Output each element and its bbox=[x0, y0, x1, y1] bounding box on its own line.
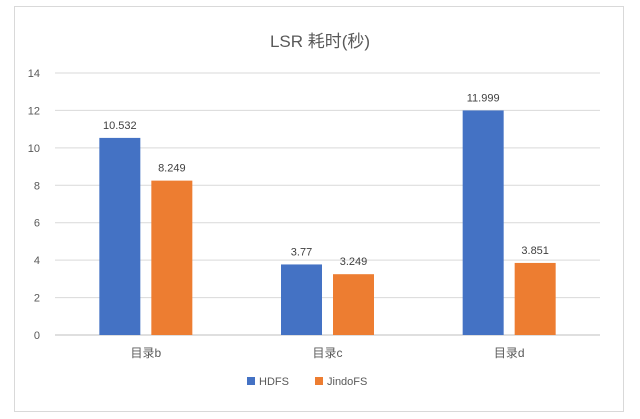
x-tick-label: 目录b bbox=[130, 346, 161, 360]
data-label: 11.999 bbox=[467, 92, 500, 104]
data-label: 3.77 bbox=[291, 246, 312, 258]
legend-label: JindoFS bbox=[327, 376, 367, 388]
bar-jindofs-2 bbox=[333, 274, 374, 335]
y-axis-tick-labels: 0 2 4 6 8 10 12 14 bbox=[28, 68, 40, 342]
bar-jindofs-1 bbox=[151, 181, 192, 335]
data-label: 3.249 bbox=[340, 256, 368, 268]
bar-hdfs-1 bbox=[99, 138, 140, 335]
legend: HDFS JindoFS bbox=[247, 376, 367, 388]
y-tick-label: 2 bbox=[34, 293, 40, 305]
y-tick-label: 0 bbox=[34, 330, 40, 342]
x-axis-tick-labels: 目录b 目录c 目录d bbox=[130, 346, 524, 360]
y-tick-label: 14 bbox=[28, 68, 40, 80]
x-tick-label: 目录c bbox=[312, 346, 342, 360]
data-label: 3.851 bbox=[521, 245, 549, 257]
data-label: 10.532 bbox=[103, 120, 137, 132]
y-tick-label: 4 bbox=[34, 255, 40, 267]
y-tick-label: 12 bbox=[28, 105, 40, 117]
bar-hdfs-2 bbox=[281, 264, 322, 335]
bar-hdfs-3 bbox=[463, 110, 504, 335]
x-tick-label: 目录d bbox=[494, 346, 525, 360]
data-label: 8.249 bbox=[158, 163, 186, 175]
chart-title: LSR 耗时(秒) bbox=[270, 32, 370, 51]
legend-swatch-hdfs bbox=[247, 377, 255, 385]
y-tick-label: 6 bbox=[34, 218, 40, 230]
legend-swatch-jindofs bbox=[315, 377, 323, 385]
bar-jindofs-3 bbox=[515, 263, 556, 335]
y-tick-label: 8 bbox=[34, 180, 40, 192]
y-tick-label: 10 bbox=[28, 143, 40, 155]
legend-label: HDFS bbox=[259, 376, 289, 388]
